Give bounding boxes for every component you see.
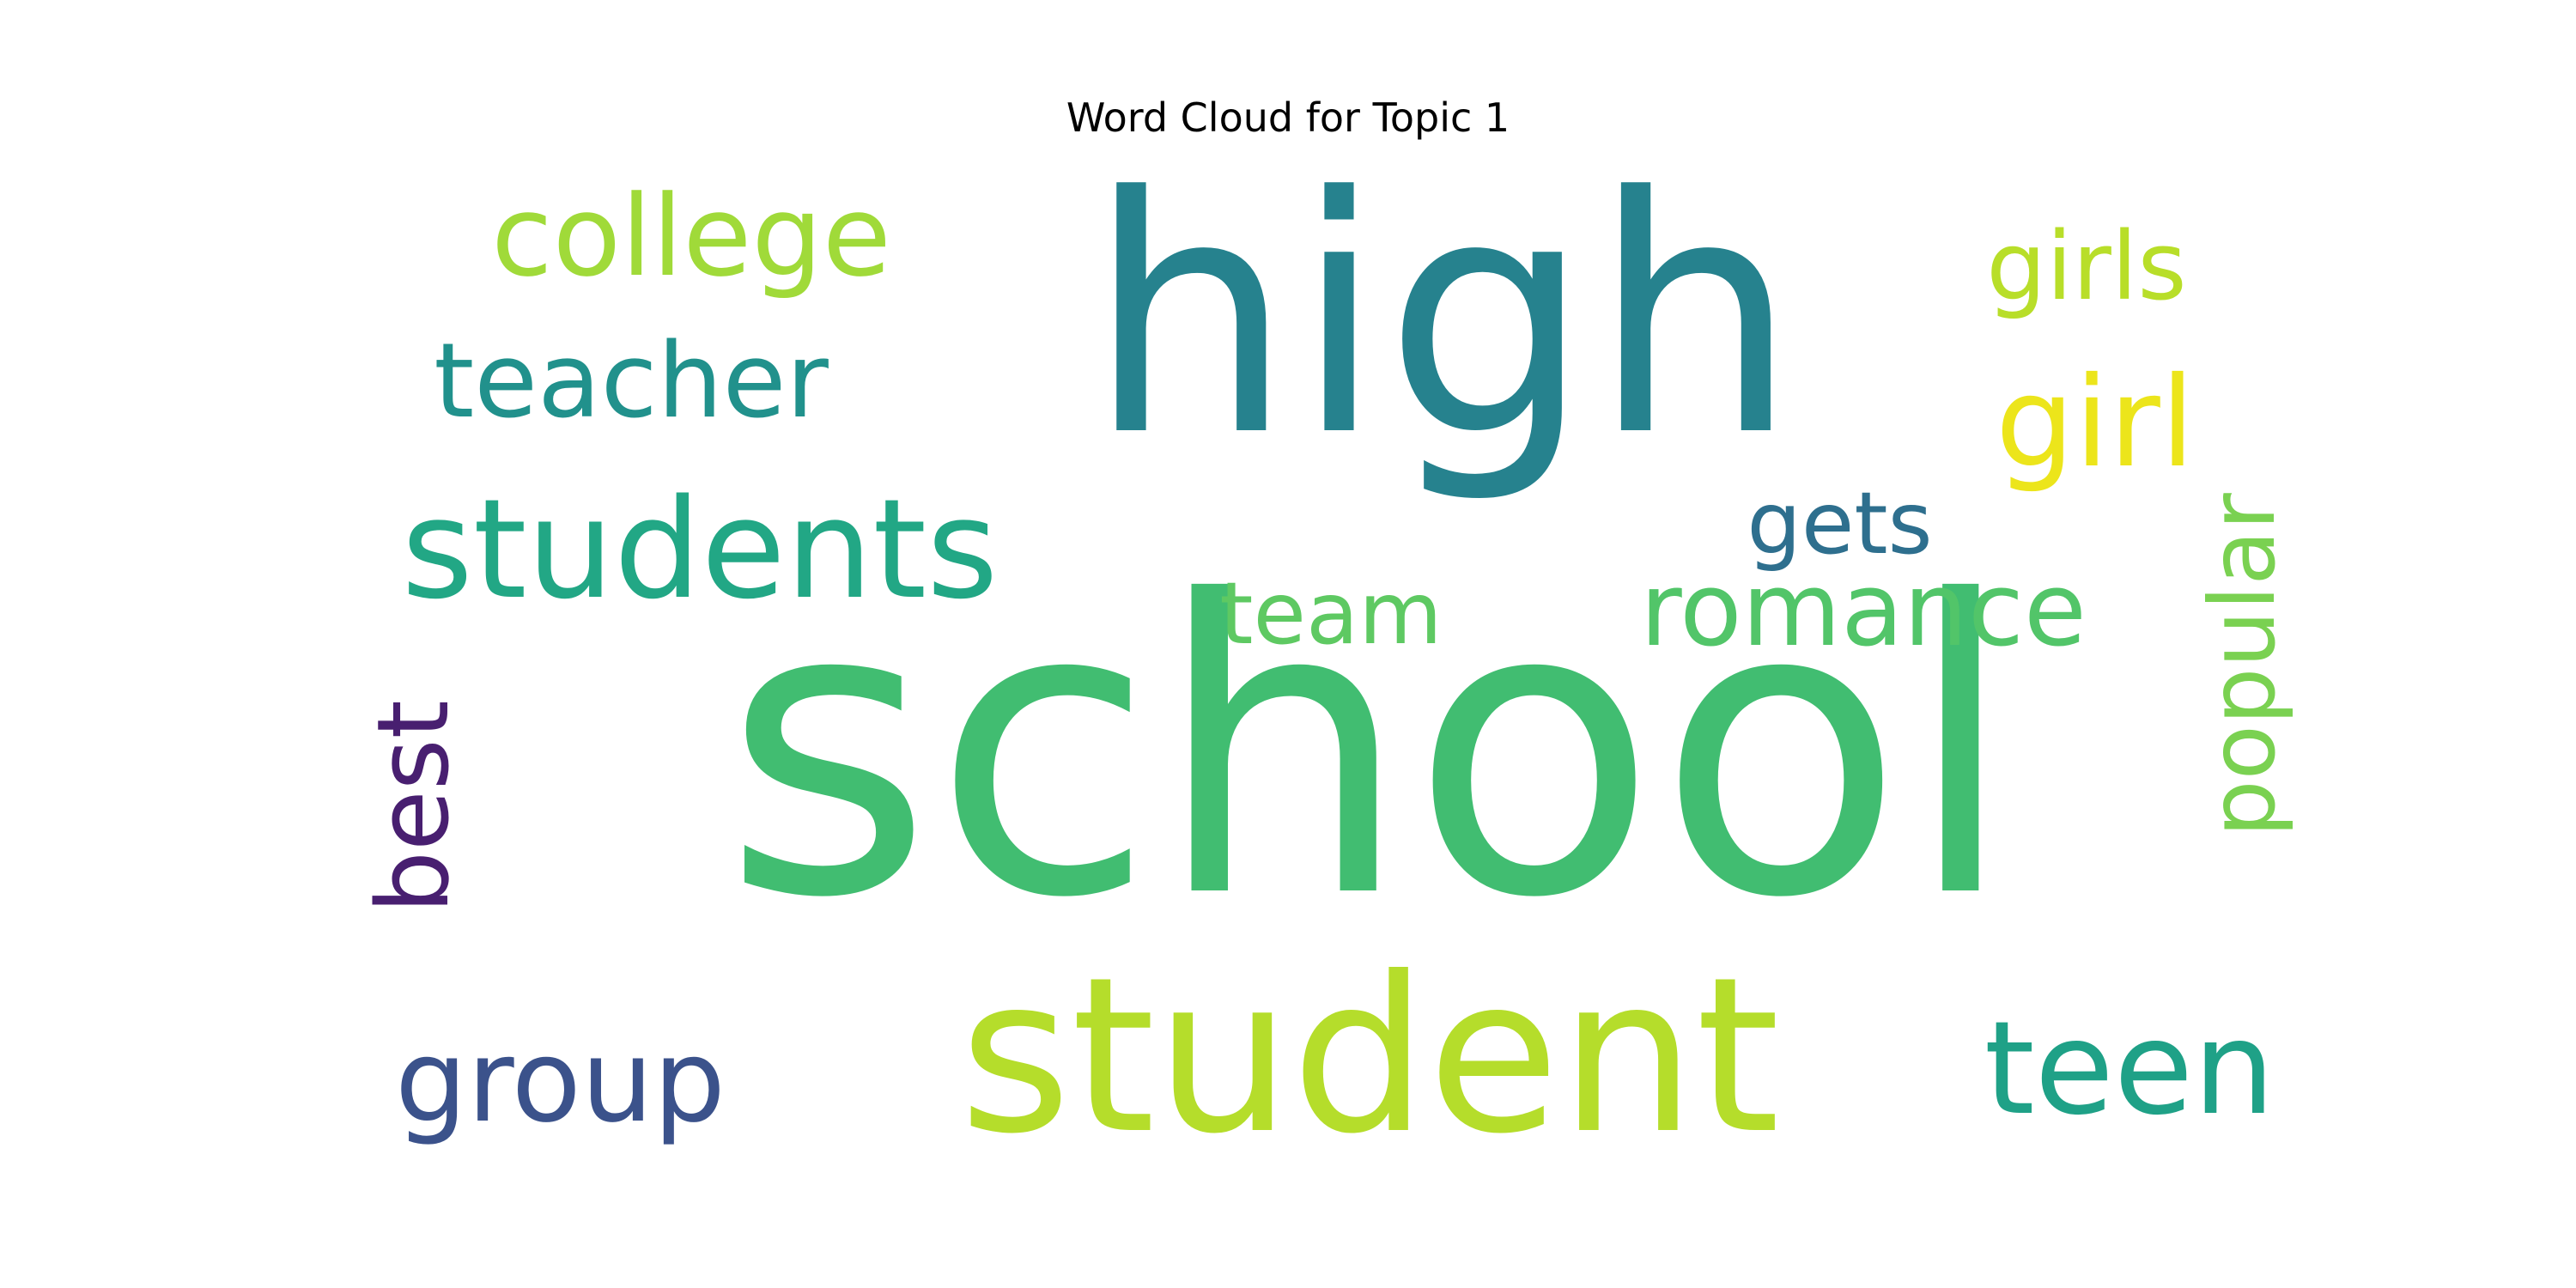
word-girls: girls	[1986, 211, 2187, 321]
word-gets: gets	[1747, 473, 1933, 574]
word-team: team	[1219, 563, 1443, 664]
word-popular: popular	[2190, 493, 2295, 838]
word-high: high	[1086, 127, 1799, 507]
word-teen: teen	[1984, 994, 2275, 1144]
chart-title: Word Cloud for Topic 1	[1066, 94, 1510, 141]
word-student: student	[959, 931, 1780, 1181]
word-teacher: teacher	[434, 322, 829, 441]
word-school: school	[722, 516, 2017, 986]
word-girl: girl	[1995, 350, 2196, 495]
word-college: college	[491, 171, 891, 301]
word-group: group	[395, 1015, 726, 1148]
word-romance: romance	[1640, 550, 2087, 669]
word-best: best	[356, 700, 471, 914]
word-students: students	[401, 469, 999, 629]
